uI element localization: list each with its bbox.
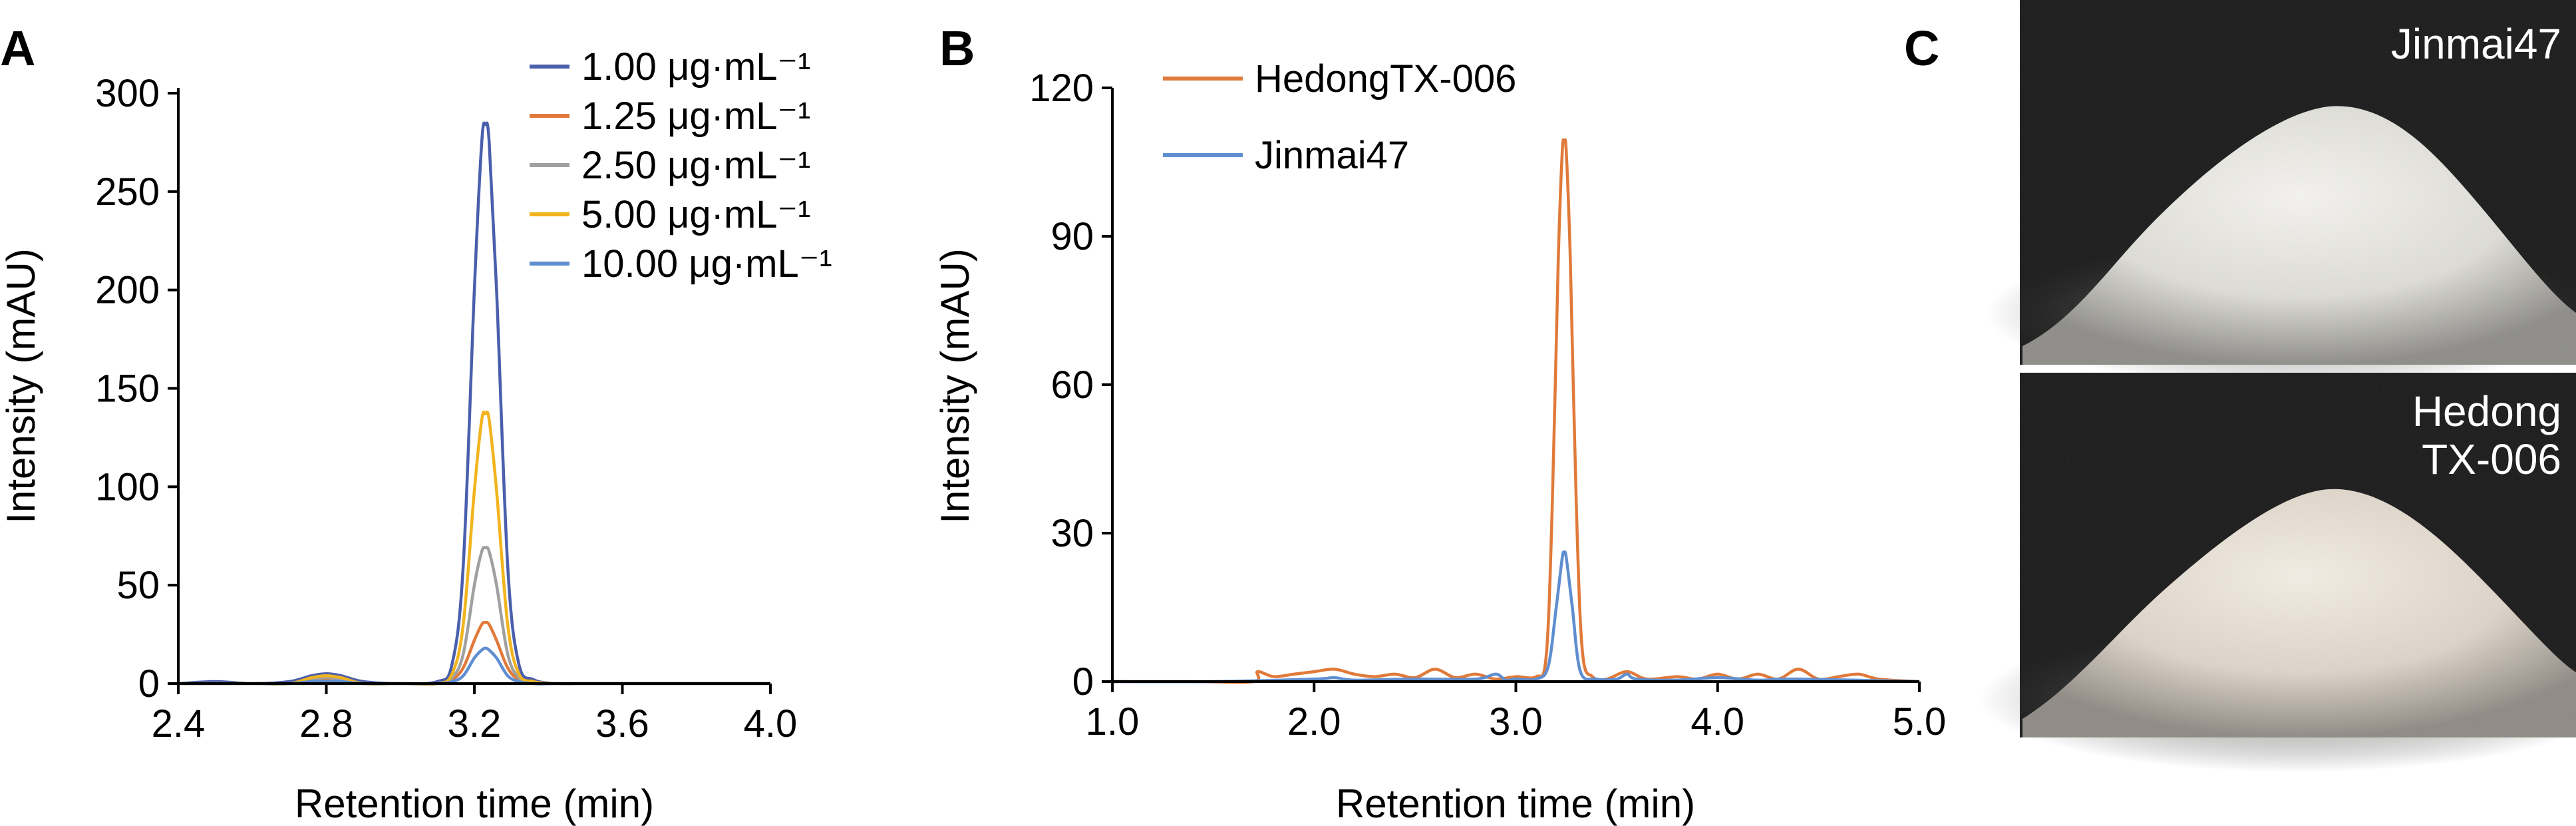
chartA-y-tick-label: 0 [138, 662, 160, 706]
chartB-x-tick-label: 5.0 [1893, 700, 1947, 743]
chart-b-y-axis-title: Intensity (mAU) [933, 248, 977, 523]
chartA-legend-label-3: 5.00 μg·mL⁻¹ [581, 193, 811, 236]
photo-hedongtx006-grain [2020, 373, 2576, 737]
chartB-series-line-1 [1112, 550, 1920, 684]
chartA-x-tick-label: 2.4 [152, 702, 206, 745]
chartB-legend-label-1: Jinmai47 [1255, 134, 1409, 177]
chartA-legend-label-1: 1.25 μg·mL⁻¹ [581, 95, 811, 138]
chartA-legend-label-4: 10.00 μg·mL⁻¹ [581, 242, 832, 286]
chartA-y-tick-label: 100 [95, 465, 160, 509]
photo-hedongtx006: HedongTX-006 [1979, 373, 2576, 772]
chartB-x-tick-label: 1.0 [1086, 700, 1140, 743]
panel-label-c: C [1904, 21, 1939, 76]
chart-a: 2.4 2.8 3.2 3.6 4.0 0 50 100 150 200 250 300 Retent… [0, 45, 832, 826]
panel-label-b: B [939, 21, 975, 76]
panel-label-a: A [0, 21, 35, 76]
chart-b-x-axis-title: Retention time (min) [1336, 781, 1695, 826]
chartB-legend-label-0: HedongTX-006 [1255, 57, 1516, 101]
photo2-label-line-1: TX-006 [2422, 435, 2561, 483]
photo1-label-line-0: Jinmai47 [2391, 20, 2561, 68]
chartB-series-line-0 [1112, 138, 1920, 684]
chart-a-legend: 1.00 μg·mL⁻¹ 1.25 μg·mL⁻¹ 2.50 μg·mL⁻¹ 5.00… [530, 45, 832, 286]
chartB-x-tick-label: 4.0 [1690, 700, 1744, 743]
chart-a-x-axis-title: Retention time (min) [295, 781, 654, 826]
chartB-y-tick-label: 30 [1050, 512, 1094, 555]
chartA-y-tick-label: 250 [95, 170, 160, 214]
photo-jinmai47-label: Jinmai47 [2391, 20, 2561, 68]
chartB-x-tick-label: 3.0 [1489, 700, 1543, 743]
photo-jinmai47-grain [2020, 0, 2576, 365]
photo-jinmai47: Jinmai47 [1986, 0, 2576, 386]
chartB-x-tick-label: 2.0 [1287, 700, 1341, 743]
chartA-y-tick-label: 300 [95, 72, 160, 115]
chartA-x-tick-label: 4.0 [744, 702, 798, 745]
chartA-y-tick-label: 150 [95, 367, 160, 411]
chartA-y-tick-label: 200 [95, 269, 160, 312]
chartA-series-line-1 [178, 620, 770, 686]
chart-b: 1.0 2.0 3.0 4.0 5.0 0 30 60 90 120 Retention time… [933, 57, 1946, 826]
chartA-legend-label-0: 1.00 μg·mL⁻¹ [581, 45, 811, 89]
photo2-label-line-0: Hedong [2412, 387, 2561, 435]
chartA-series-line-4 [178, 646, 770, 686]
chartB-y-tick-label: 120 [1029, 67, 1094, 110]
chart-b-legend: HedongTX-006 Jinmai47 [1163, 57, 1516, 177]
chartA-x-tick-label: 3.6 [595, 702, 649, 745]
chartA-y-tick-label: 50 [116, 564, 160, 607]
chartA-x-tick-label: 3.2 [448, 702, 502, 745]
chartA-series-line-2 [178, 546, 770, 686]
chartA-legend-label-2: 2.50 μg·mL⁻¹ [581, 144, 811, 187]
chartB-y-tick-label: 0 [1072, 660, 1094, 704]
chart-a-y-axis-title: Intensity (mAU) [0, 248, 43, 523]
chartB-y-tick-label: 60 [1050, 363, 1094, 407]
photo-hedongtx006-label: HedongTX-006 [2412, 387, 2561, 483]
chartA-x-tick-label: 2.8 [299, 702, 353, 745]
chart-a-ticks: 2.4 2.8 3.2 3.6 4.0 0 50 100 150 200 250 300 [95, 72, 797, 745]
chartB-y-tick-label: 90 [1050, 215, 1094, 258]
chart-b-series-group [1112, 138, 1920, 684]
chart-b-ticks: 1.0 2.0 3.0 4.0 5.0 0 30 60 90 120 [1029, 67, 1946, 743]
